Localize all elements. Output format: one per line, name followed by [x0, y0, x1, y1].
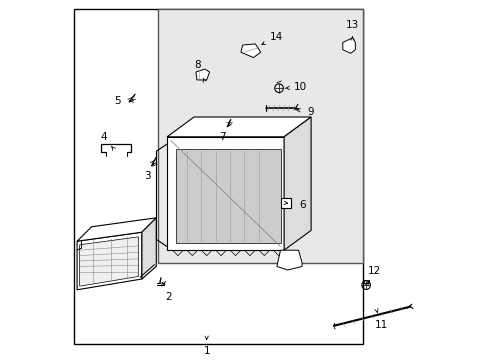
- Polygon shape: [196, 69, 209, 80]
- Text: 3: 3: [143, 171, 150, 181]
- Text: 6: 6: [298, 200, 305, 210]
- Polygon shape: [167, 137, 284, 250]
- Polygon shape: [77, 232, 142, 290]
- Polygon shape: [80, 237, 138, 286]
- Text: 10: 10: [293, 82, 306, 92]
- Bar: [158, 9, 363, 263]
- Text: 1: 1: [203, 346, 209, 356]
- Polygon shape: [77, 218, 156, 241]
- Polygon shape: [276, 250, 302, 270]
- Polygon shape: [284, 117, 310, 250]
- Polygon shape: [176, 149, 280, 243]
- Text: 11: 11: [374, 320, 387, 330]
- Text: 7: 7: [219, 132, 226, 142]
- Bar: [280, 198, 290, 208]
- Bar: [73, 9, 363, 344]
- Text: 8: 8: [194, 60, 201, 70]
- Polygon shape: [167, 117, 310, 137]
- Text: 13: 13: [345, 20, 358, 30]
- Polygon shape: [241, 44, 260, 58]
- Text: 5: 5: [114, 96, 121, 106]
- Polygon shape: [142, 218, 156, 279]
- Text: 12: 12: [367, 266, 381, 276]
- Text: 9: 9: [307, 107, 314, 117]
- Polygon shape: [342, 38, 355, 53]
- Text: 4: 4: [100, 132, 106, 142]
- Text: 14: 14: [270, 32, 283, 42]
- Text: 2: 2: [165, 292, 172, 302]
